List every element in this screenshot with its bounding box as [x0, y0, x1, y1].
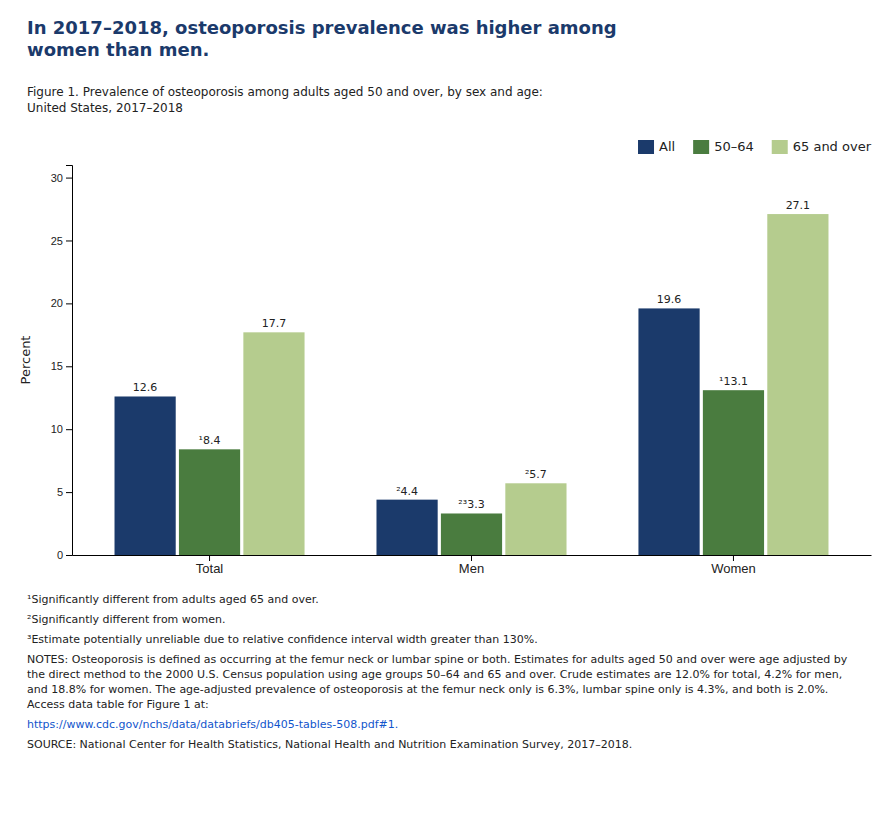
bar — [767, 214, 828, 555]
x-tick-label: Women — [711, 561, 756, 576]
annotation: ³Estimate potentially unreliable due to … — [27, 633, 538, 646]
y-tick-mark — [66, 555, 72, 556]
x-tick-label: Men — [459, 561, 484, 576]
data-label: ²³3.3 — [458, 498, 484, 511]
subtitle: Figure 1. Prevalence of osteoporosis amo… — [27, 85, 543, 99]
y-tick-label: 0 — [57, 549, 63, 561]
y-tick: 25 — [51, 235, 72, 247]
y-tick-label: 20 — [51, 297, 63, 309]
annotation-line: https://www.cdc.gov/nchs/data/databriefs… — [27, 718, 398, 731]
source-url: https://www.cdc.gov/nchs/data/databriefs… — [27, 718, 398, 731]
title: In 2017–2018, osteoporosis prevalence wa… — [27, 17, 617, 38]
chart: In 2017–2018, osteoporosis prevalence wa… — [0, 0, 893, 835]
x-tick-mark — [209, 555, 210, 561]
legend-item: 50–64 — [693, 139, 754, 154]
y-tick-label: 25 — [51, 235, 63, 247]
bars — [115, 214, 829, 555]
bar — [115, 396, 176, 555]
x-tick: Women — [711, 555, 756, 576]
legend-swatch — [772, 140, 788, 154]
annotation-line: ¹Significantly different from adults age… — [27, 593, 319, 606]
y-axis-line — [66, 166, 73, 556]
legend-label: 65 and over — [793, 139, 872, 154]
annotation: NOTES: Osteoporosis is defined as occurr… — [27, 653, 848, 711]
bar — [179, 449, 240, 555]
bar — [243, 332, 304, 555]
data-label: ¹13.1 — [719, 375, 748, 388]
data-label: ²4.4 — [396, 485, 418, 498]
x-axis: Total Men Women — [73, 555, 872, 576]
bar — [703, 390, 764, 555]
x-tick: Total — [196, 555, 224, 576]
y-tick: 10 — [51, 423, 72, 435]
legend-swatch — [693, 140, 709, 154]
y-tick-label: 15 — [51, 360, 63, 372]
x-tick-mark — [733, 555, 734, 561]
y-tick-label: 10 — [51, 423, 63, 435]
bar — [638, 308, 699, 555]
y-tick-mark — [66, 178, 72, 179]
y-tick: 15 — [51, 360, 72, 372]
subtitle: United States, 2017–2018 — [27, 101, 183, 115]
y-tick-mark — [66, 492, 72, 493]
legend-item: All — [638, 139, 675, 154]
bar — [505, 483, 566, 555]
annotation-line: Access data table for Figure 1 at: — [27, 698, 209, 711]
legend-swatch — [638, 140, 654, 154]
x-tick: Men — [459, 555, 484, 576]
x-tick-mark — [471, 555, 472, 561]
y-tick: 5 — [57, 486, 72, 498]
annotation-line: ³Estimate potentially unreliable due to … — [27, 633, 538, 646]
annotation-line: SOURCE: National Center for Health Stati… — [27, 738, 632, 751]
data-label: 17.7 — [262, 317, 287, 330]
data-label: 19.6 — [657, 293, 682, 306]
bar — [376, 500, 437, 555]
y-tick-label: 5 — [57, 486, 63, 498]
legend: All 50–64 65 and over — [638, 139, 872, 154]
bar — [441, 513, 502, 555]
data-label: 27.1 — [786, 199, 811, 212]
y-tick-mark — [66, 240, 72, 241]
data-label: 12.6 — [133, 381, 158, 394]
y-tick-label: 30 — [51, 172, 63, 184]
data-labels: 12.6 ²4.4 19.6 ¹8.4 ²³3.3 ¹13.1 17.7 ²5.7 27.1 — [133, 199, 810, 511]
y-axis: 0 5 10 15 20 25 30 — [51, 166, 73, 562]
title: women than men. — [27, 39, 209, 60]
y-tick-mark — [66, 303, 72, 304]
annotation-line: the direct method to the 2000 U.S. Censu… — [27, 668, 842, 681]
y-tick: 0 — [57, 549, 72, 561]
legend-label: All — [659, 139, 675, 154]
annotation-line: NOTES: Osteoporosis is defined as occurr… — [27, 653, 848, 666]
y-tick-mark — [66, 429, 72, 430]
annotation: ¹Significantly different from adults age… — [27, 593, 319, 606]
annotation-line: and 18.8% for women. The age-adjusted pr… — [27, 683, 828, 696]
data-label: ²5.7 — [525, 468, 547, 481]
data-label: ¹8.4 — [199, 434, 221, 447]
y-tick-mark — [66, 366, 72, 367]
annotation: SOURCE: National Center for Health Stati… — [27, 738, 632, 751]
annotation: ²Significantly different from women. — [27, 613, 226, 626]
y-axis-title: Percent — [18, 336, 33, 385]
annotation-line: ²Significantly different from women. — [27, 613, 226, 626]
legend-label: 50–64 — [714, 139, 754, 154]
y-tick: 20 — [51, 297, 72, 309]
y-tick: 30 — [51, 172, 72, 184]
legend-item: 65 and over — [772, 139, 872, 154]
x-tick-label: Total — [196, 561, 224, 576]
